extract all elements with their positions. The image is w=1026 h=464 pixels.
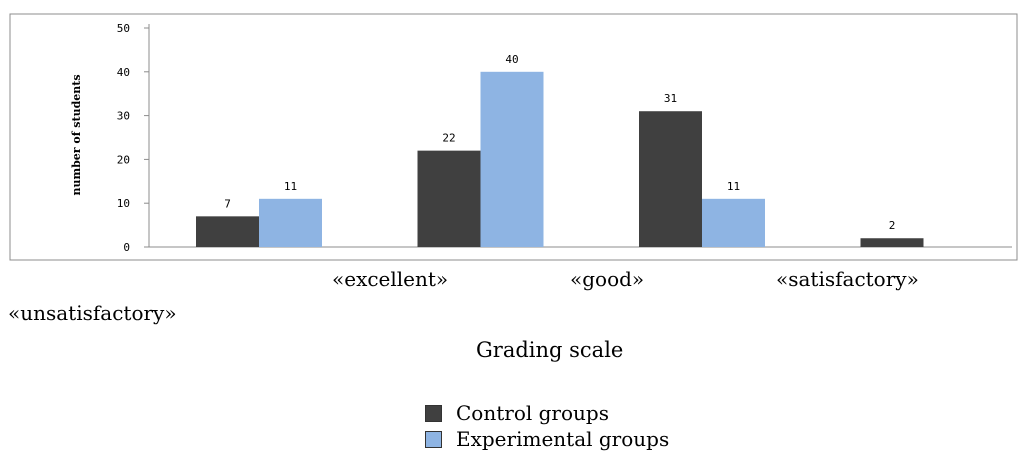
bar-experimental-1 — [480, 71, 544, 247]
bar-control-1 — [417, 150, 481, 247]
category-label-unsatisfactory: «unsatisfactory» — [8, 301, 177, 325]
bar-control-0 — [196, 216, 259, 247]
data-labels: 7 11 22 40 31 11 2 — [224, 53, 895, 232]
y-tick-label: 10 — [117, 197, 130, 210]
legend-item-control: Control groups — [425, 401, 609, 425]
y-tick-label: 30 — [117, 110, 130, 123]
y-ticks: 0 10 20 30 40 50 — [117, 22, 149, 254]
category-label-satisfactory: «satisfactory» — [776, 267, 919, 291]
x-axis-title: Grading scale — [476, 338, 624, 362]
y-tick-label: 40 — [117, 66, 130, 79]
data-label-control-2: 31 — [664, 92, 677, 105]
y-tick-label: 20 — [117, 153, 130, 166]
data-label-control-0: 7 — [224, 197, 231, 210]
legend-item-experimental: Experimental groups — [425, 427, 669, 451]
data-label-experimental-0: 11 — [284, 180, 297, 193]
category-label-excellent: «excellent» — [332, 267, 449, 291]
data-label-experimental-1: 40 — [505, 53, 518, 66]
plot-frame — [9, 13, 1018, 261]
data-label-control-1: 22 — [442, 132, 455, 145]
bars — [196, 71, 924, 247]
y-tick-label: 50 — [117, 22, 130, 35]
data-label-control-3: 2 — [889, 219, 896, 232]
bar-control-2 — [639, 111, 702, 247]
legend-label-experimental: Experimental groups — [456, 427, 670, 451]
bar-experimental-2 — [702, 198, 765, 247]
legend-swatch-experimental — [425, 430, 442, 448]
data-label-experimental-2: 11 — [727, 180, 740, 193]
bar-experimental-0 — [259, 198, 322, 247]
legend-swatch-control — [425, 404, 442, 422]
y-tick-label: 0 — [123, 241, 130, 254]
category-label-good: «good» — [570, 267, 645, 291]
chart: number of students 0 10 20 30 40 50 7 11 22 40 31… — [9, 13, 1018, 261]
y-axis-label: number of students — [70, 74, 83, 195]
legend-label-control: Control groups — [456, 401, 609, 425]
bar-control-3 — [860, 238, 924, 247]
